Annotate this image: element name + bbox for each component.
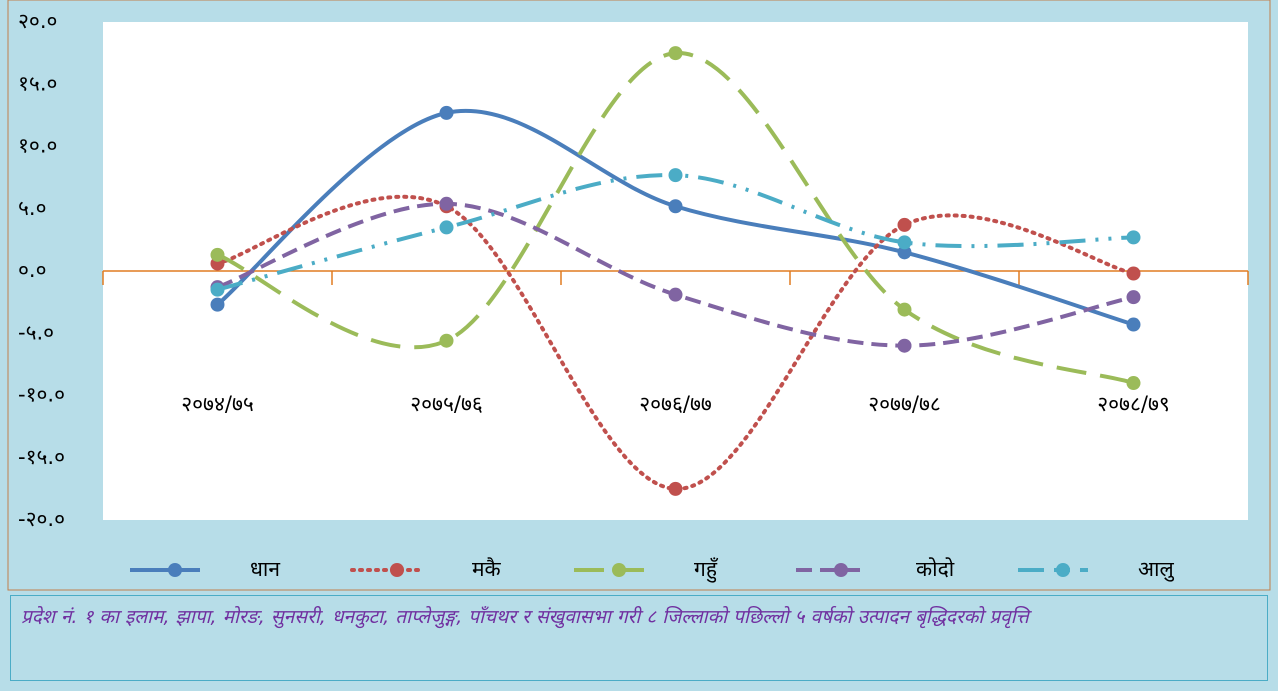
point <box>897 338 912 353</box>
point <box>439 333 454 348</box>
point <box>668 481 683 496</box>
caption: प्रदेश नं. १ का इलाम, झापा, मोरङ, सुनसरी… <box>10 595 1268 681</box>
point <box>897 245 912 260</box>
x-tick-label: २०७८/७९ <box>1097 392 1170 416</box>
point <box>210 297 225 312</box>
point <box>668 199 683 214</box>
point <box>439 220 454 235</box>
chart-border <box>7 0 1271 591</box>
legend-label: मकै <box>472 557 502 581</box>
point <box>210 247 225 262</box>
legend-marker <box>1056 563 1070 577</box>
y-tick-label: ५.० <box>18 196 47 220</box>
point <box>897 235 912 250</box>
legend-label: आलु <box>1138 557 1175 582</box>
x-tick-label: २०७७/७८ <box>868 392 941 416</box>
y-tick-label: -५.० <box>18 320 54 344</box>
point <box>439 105 454 120</box>
y-tick-label: -१०.० <box>18 383 65 407</box>
legend-label: कोदो <box>916 557 955 581</box>
y-tick-label: ०.० <box>18 258 47 282</box>
x-tick-label: २०७६/७७ <box>639 392 712 416</box>
y-tick-label: -२०.० <box>18 507 65 531</box>
point <box>897 302 912 317</box>
legend-marker <box>834 563 848 577</box>
point <box>668 46 683 61</box>
point <box>1126 290 1141 305</box>
legend-marker <box>612 563 626 577</box>
point <box>1126 317 1141 332</box>
chart: -२०.० -१५.० -१०.० -५.० ०.० ५.० १०.० १५.० २०.० २०७… <box>7 0 1271 591</box>
point <box>1126 230 1141 245</box>
x-tick-label: २०७४/७५ <box>181 392 254 416</box>
point <box>1126 266 1141 281</box>
point <box>439 196 454 211</box>
legend-marker <box>168 563 182 577</box>
y-tick-label: १०.० <box>18 134 57 158</box>
y-tick-label: १५.० <box>18 71 57 95</box>
y-tick-label: -१५.० <box>18 445 65 469</box>
legend-label: धान <box>250 557 280 581</box>
y-tick-label: २०.० <box>18 9 57 33</box>
series-line <box>216 109 1135 327</box>
legend-label: गहुँ <box>694 557 718 583</box>
point <box>1126 376 1141 391</box>
point <box>668 168 683 183</box>
legend-marker <box>390 563 404 577</box>
x-tick-label: २०७५/७६ <box>410 392 483 416</box>
point <box>668 287 683 302</box>
point <box>210 282 225 297</box>
point <box>897 217 912 232</box>
